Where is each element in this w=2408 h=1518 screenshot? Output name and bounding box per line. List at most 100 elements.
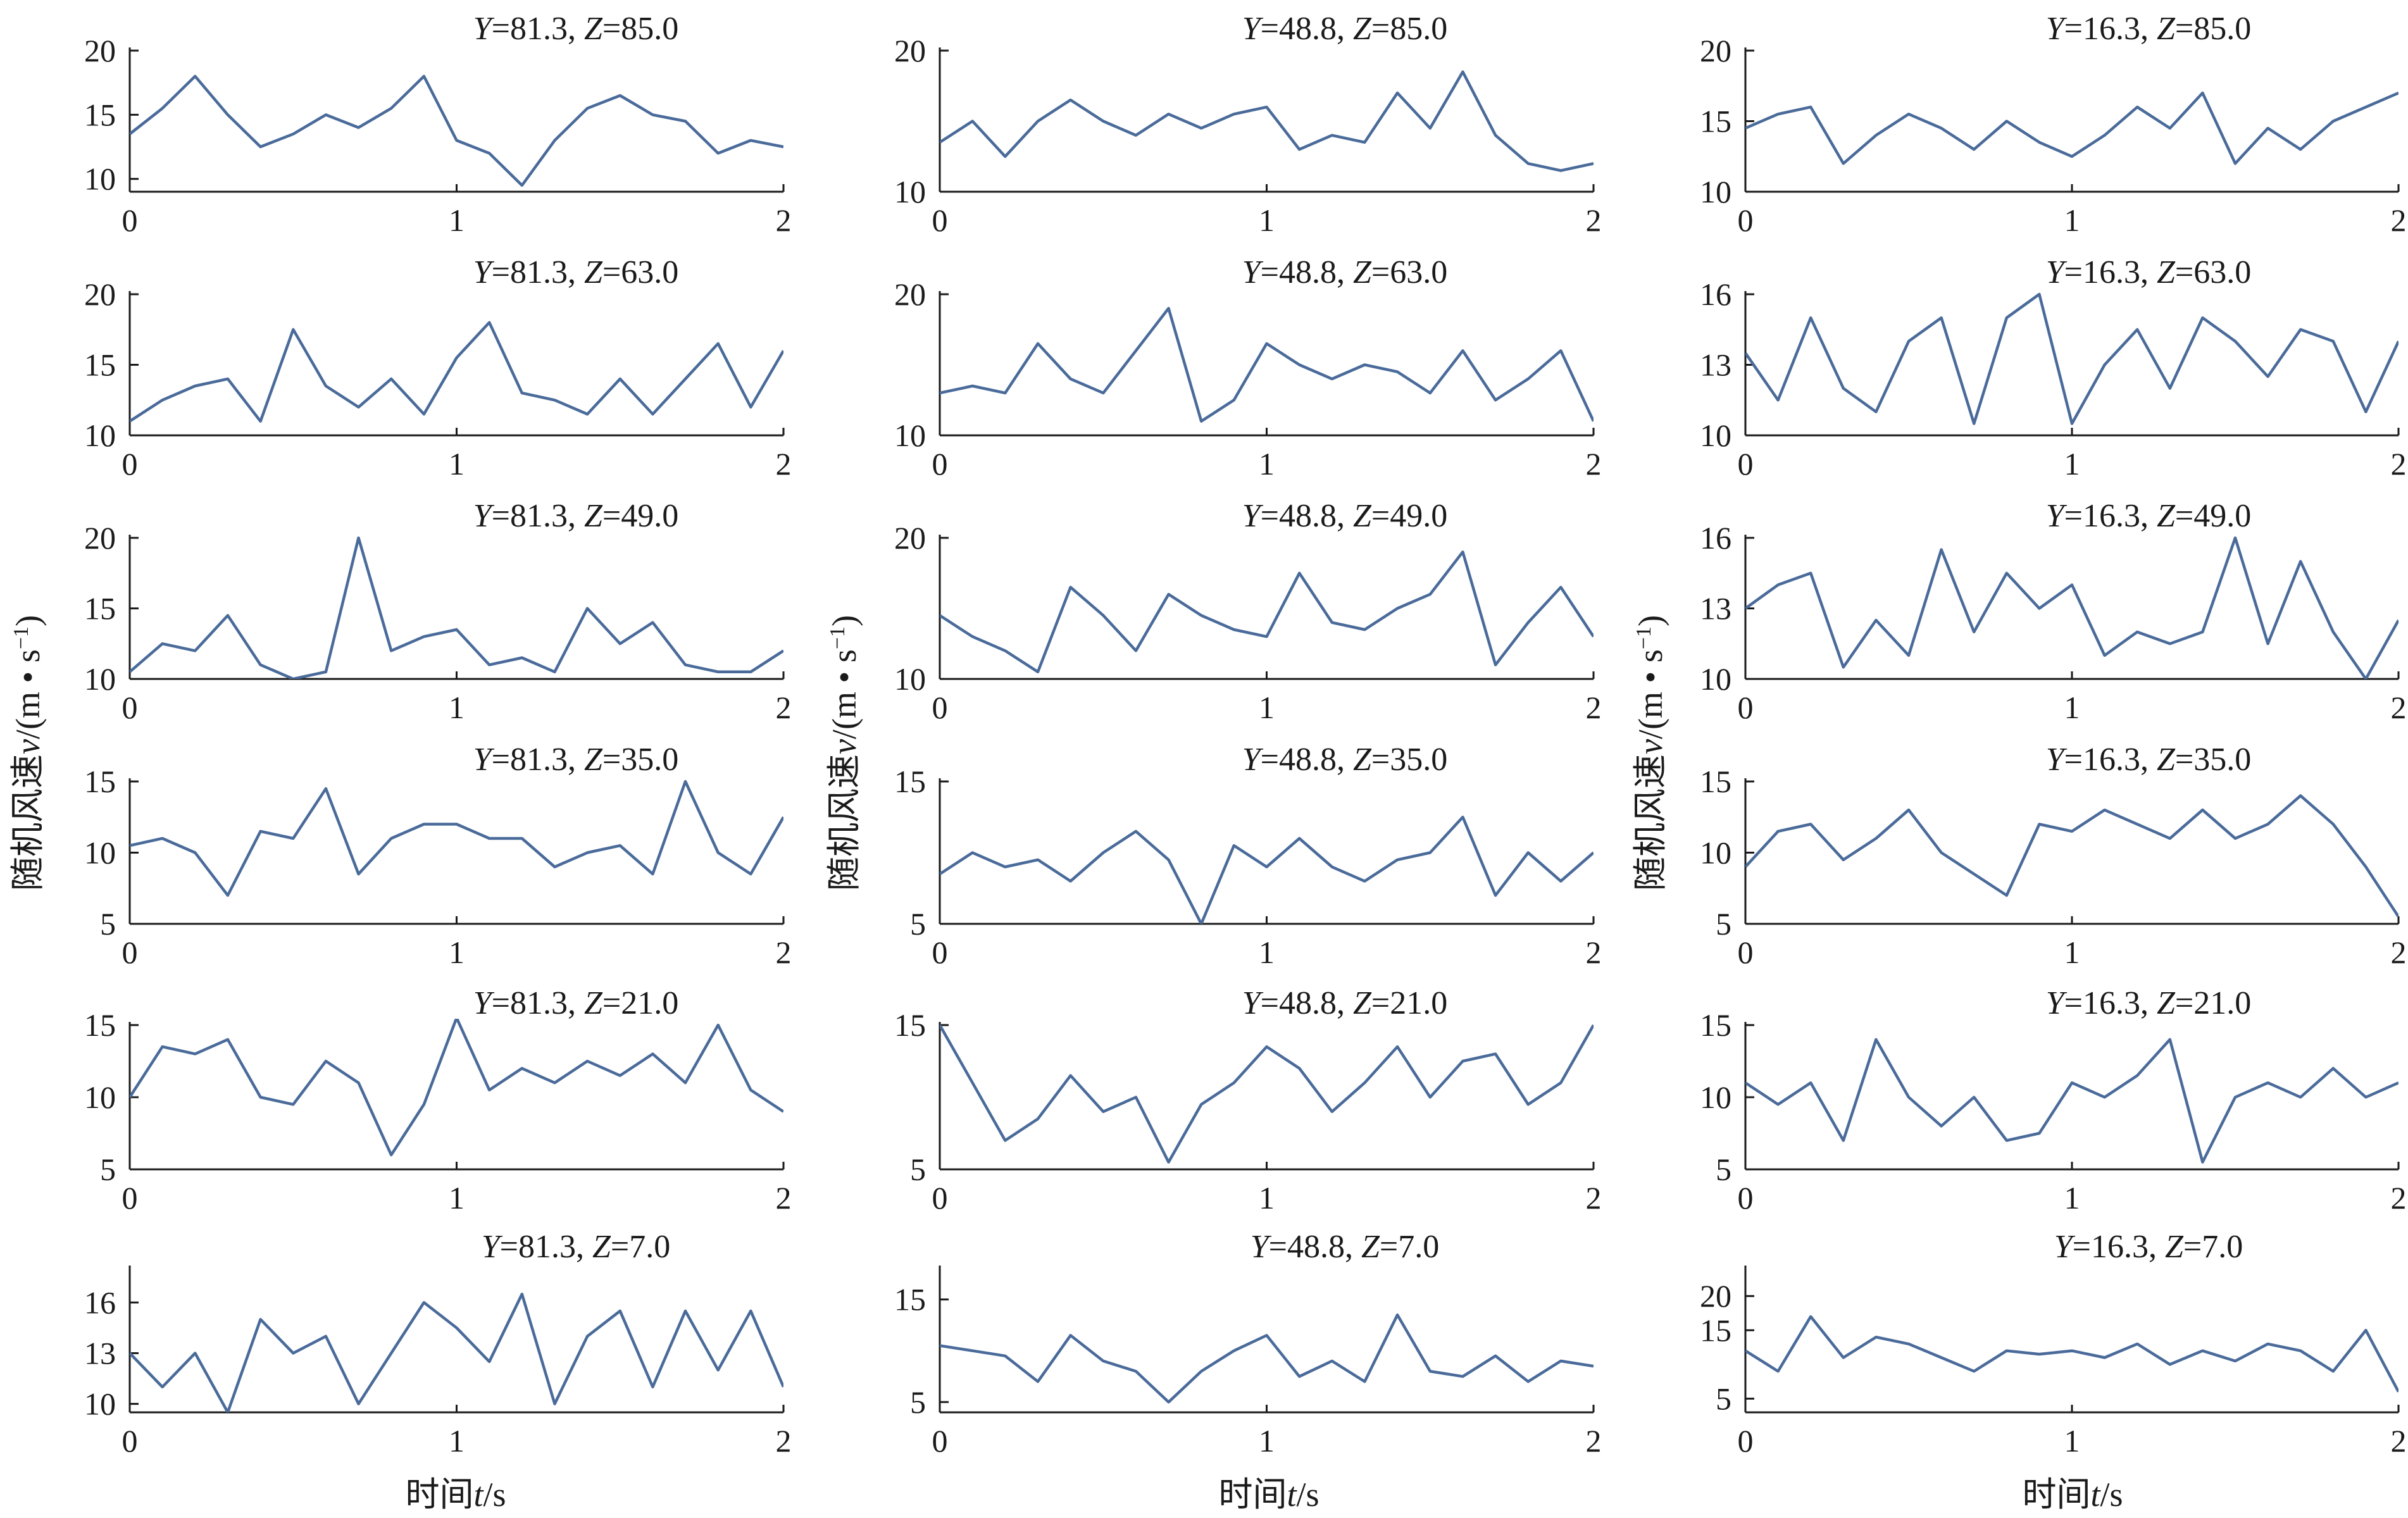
title-y-var: Y [2046,985,2068,1021]
title-z-var: Z [1353,742,1372,778]
title-y-value: =48.8, [1261,11,1353,47]
title-y-var: Y [1242,254,1264,290]
y-tick-label: 5 [1716,1152,1731,1187]
panel-r5-c2: 5 15 0 1 2 Y=48.8, Z=21.0 [894,985,1602,1216]
title-z-var: Z [1353,254,1372,290]
x-tick-label: 0 [932,690,948,725]
title-y-var: Y [2046,498,2068,534]
x-tick-label: 1 [2064,690,2080,725]
y-tick-label: 13 [84,1336,116,1371]
x-tick-label: 0 [1738,690,1754,725]
x-tick-label: 2 [2391,202,2407,238]
title-z-var: Z [1353,985,1372,1021]
title-z-var: Z [1353,11,1372,47]
y-tick-label: 15 [1700,1007,1731,1043]
x-tick-label: 0 [932,935,948,970]
title-y-var: Y [473,11,495,47]
x-tick-label: 2 [776,202,792,238]
panel-title: Y=16.3, Z=49.0 [2046,498,2252,534]
x-tick-label: 1 [1259,935,1275,970]
x-axis-label-left: 时间t/s [405,1476,506,1514]
title-y-value: =16.3, [2064,254,2157,290]
x-tick-label: 0 [1738,446,1754,482]
title-y-value: =81.3, [492,254,584,290]
title-y-var: Y [1242,498,1264,534]
title-z-var: Z [592,1229,611,1265]
title-z-var: Z [584,498,603,534]
y-axis-label-right: 随机风速v/(m • s−1) [1631,615,1669,891]
panel-title: Y=81.3, Z=35.0 [473,742,679,778]
y-tick-label: 15 [1700,104,1731,139]
x-tick-label: 1 [449,690,465,725]
title-z-value: =7.0 [2183,1229,2243,1265]
title-z-value: =63.0 [602,254,678,290]
x-tick-label: 2 [2391,1423,2407,1459]
panel-r4-c1: 5 10 15 0 1 2 Y=81.3, Z=35.0 [84,742,792,970]
panel-r1-c3: 10 15 20 0 1 2 Y=16.3, Z=85.0 [1700,11,2407,238]
title-y-value: =81.3, [492,742,584,778]
panel-title: Y=81.3, Z=63.0 [473,254,679,290]
y-tick-label: 10 [1700,661,1731,697]
y-tick-label: 5 [910,906,926,942]
x-tick-label: 0 [122,935,138,970]
title-y-var: Y [1242,742,1264,778]
series-line [130,780,783,897]
y-tick-label: 15 [894,764,926,799]
title-y-var: Y [1242,985,1264,1021]
y-axis-label-left: 随机风速v/(m • s−1) [9,615,47,891]
y-tick-label: 15 [84,1007,116,1043]
panel-r5-c3: 5 10 15 0 1 2 Y=16.3, Z=21.0 [1700,985,2407,1216]
y-tick-label: 10 [1700,418,1731,453]
title-z-value: =35.0 [602,742,678,778]
title-y-var: Y [2046,742,2068,778]
series-line [130,75,783,187]
title-y-var: Y [1251,1229,1272,1265]
title-y-var: Y [473,985,495,1021]
y-tick-label: 5 [100,1152,116,1187]
panel-r5-c1: 5 10 15 0 1 2 Y=81.3, Z=21.0 [84,985,792,1216]
y-tick-label: 10 [84,418,116,453]
y-tick-label: 5 [910,1384,926,1420]
x-tick-label: 1 [1259,1423,1275,1459]
title-z-var: Z [2157,498,2176,534]
series-line [940,816,1594,924]
title-z-value: =7.0 [611,1229,670,1265]
panel-title: Y=48.8, Z=21.0 [1242,985,1448,1021]
x-tick-label: 2 [2391,690,2407,725]
y-tick-label: 13 [1700,347,1731,383]
y-tick-label: 16 [84,1285,116,1320]
x-tick-label: 0 [1738,1423,1754,1459]
title-y-var: Y [1242,11,1264,47]
panel-title: Y=81.3, Z=85.0 [473,11,679,47]
title-z-var: Z [2157,742,2176,778]
panel-r3-c3: 10 13 16 0 1 2 Y=16.3, Z=49.0 [1700,498,2407,725]
y-tick-label: 15 [894,1282,926,1317]
panel-r4-c2: 5 15 0 1 2 Y=48.8, Z=35.0 [894,742,1602,970]
panel-title: Y=16.3, Z=85.0 [2046,11,2252,47]
title-y-value: =16.3, [2064,985,2157,1021]
panel-title: Y=16.3, Z=35.0 [2046,742,2252,778]
y-tick-label: 20 [894,277,926,312]
title-z-var: Z [1361,1229,1380,1265]
x-tick-label: 0 [122,1180,138,1216]
series-line [130,321,783,423]
x-tick-label: 2 [1586,935,1602,970]
x-tick-label: 2 [776,690,792,725]
series-line [1745,292,2399,425]
x-tick-label: 0 [122,446,138,482]
x-tick-label: 0 [1738,935,1754,970]
y-tick-label: 5 [1716,1381,1731,1416]
series-line [940,307,1594,423]
title-z-value: =35.0 [2175,742,2251,778]
title-y-value: =81.3, [500,1229,592,1265]
y-tick-label: 15 [84,97,116,132]
title-y-var: Y [482,1229,503,1265]
x-tick-label: 0 [122,202,138,238]
x-tick-label: 0 [122,690,138,725]
y-tick-label: 15 [894,1007,926,1043]
x-tick-label: 0 [1738,202,1754,238]
panel-r1-c2: 10 20 0 1 2 Y=48.8, Z=85.0 [894,11,1602,238]
y-tick-label: 20 [894,520,926,556]
title-z-var: Z [584,11,603,47]
x-tick-label: 2 [776,1180,792,1216]
